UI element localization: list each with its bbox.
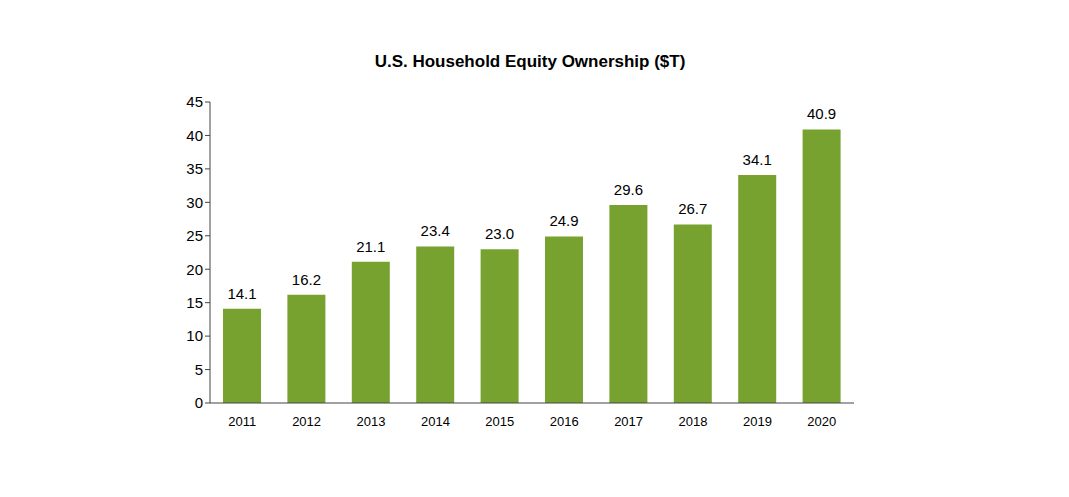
svg-text:0: 0 (195, 394, 203, 411)
svg-text:35: 35 (186, 160, 203, 177)
svg-text:2011: 2011 (228, 414, 256, 429)
svg-text:29.6: 29.6 (614, 181, 643, 198)
html-text:U.S. Household Equity Ownershi: U.S. Household Equity Ownership ($T) (374, 52, 686, 71)
svg-text:2012: 2012 (292, 414, 321, 429)
svg-text:40: 40 (186, 127, 203, 144)
svg-text:2019: 2019 (743, 414, 772, 429)
svg-text:2014: 2014 (421, 414, 450, 429)
svg-text:34.1: 34.1 (743, 151, 772, 168)
svg-text:10: 10 (186, 327, 203, 344)
svg-text:24.9: 24.9 (549, 212, 578, 229)
svg-text:2015: 2015 (485, 414, 514, 429)
svg-text:30: 30 (186, 194, 203, 211)
svg-text:21.1: 21.1 (356, 238, 385, 255)
svg-text:16.2: 16.2 (292, 271, 321, 288)
svg-text:14.1: 14.1 (227, 285, 256, 302)
svg-text:2017: 2017 (614, 414, 643, 429)
svg-text:2013: 2013 (357, 414, 386, 429)
svg-text:2020: 2020 (807, 414, 836, 429)
svg-text:23.0: 23.0 (485, 225, 514, 242)
svg-text:45: 45 (186, 93, 203, 110)
svg-text:26.7: 26.7 (678, 200, 707, 217)
svg-text:5: 5 (195, 361, 203, 378)
svg-text:20: 20 (186, 261, 203, 278)
svg-text:23.4: 23.4 (421, 222, 450, 239)
svg-text:2018: 2018 (679, 414, 708, 429)
svg-text:40.9: 40.9 (807, 105, 836, 122)
svg-text:15: 15 (186, 294, 203, 311)
svg-text:2016: 2016 (550, 414, 579, 429)
svg-text:25: 25 (186, 227, 203, 244)
